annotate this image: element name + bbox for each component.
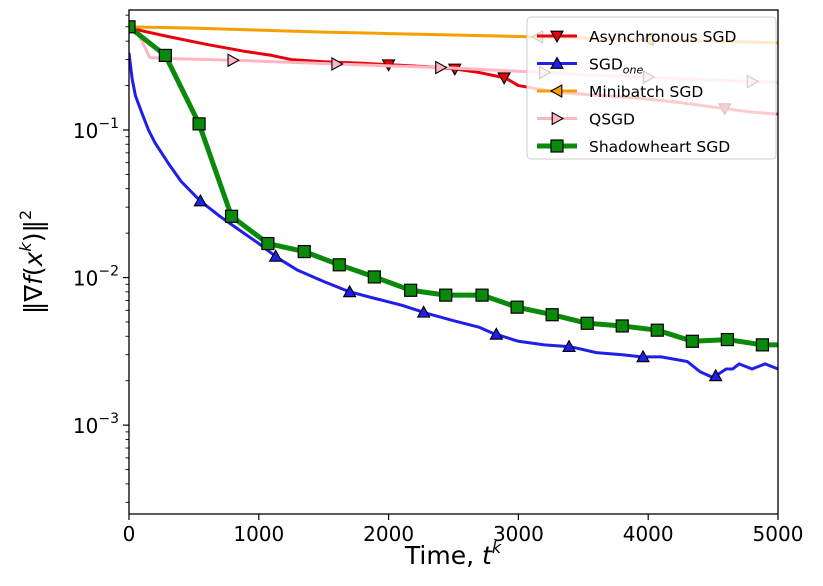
y-tick-label-base-2: 10 — [73, 414, 98, 438]
svg-text:‖∇f(xk)‖2: ‖∇f(xk)‖2 — [16, 210, 48, 314]
legend-marker-1 — [550, 56, 564, 69]
y-tick-label-1: 10−2 — [73, 264, 119, 291]
series-4-marker-1 — [158, 48, 172, 63]
series-4-marker-2 — [192, 117, 206, 131]
legend-label-name-0: Asynchronous SGD — [589, 28, 737, 46]
x-axis-label: Time, tk — [404, 538, 502, 570]
series-4-marker-11 — [510, 300, 524, 314]
x-tick-label-5: 5000 — [753, 522, 804, 546]
series-3-marker-2 — [435, 60, 448, 75]
legend-marker-2 — [549, 84, 563, 98]
series-1-marker-4 — [489, 327, 504, 340]
series-1-marker-5 — [562, 339, 576, 352]
series-4-marker-6 — [332, 258, 346, 272]
series-4-marker-5 — [297, 244, 311, 259]
x-axis: 0 1000 2000 3000 4000 5000 — [123, 514, 804, 546]
series-0-marker-2 — [497, 72, 512, 85]
y-axis: 10−110−210−3 — [73, 14, 129, 503]
y-tick-label-exp-0: −1 — [98, 116, 119, 132]
legend-label-0: Asynchronous SGD — [589, 28, 737, 46]
series-4-marker-3 — [224, 209, 239, 223]
legend-label-name-4: Shadowheart SGD — [589, 138, 730, 156]
y-tick-label-0: 10−1 — [73, 116, 119, 143]
series-4-marker-15 — [650, 323, 664, 337]
series-4-marker-12 — [545, 308, 559, 322]
x-tick-label-0: 0 — [123, 522, 136, 546]
series-1 — [129, 51, 778, 382]
legend-label-name-2: Minibatch SGD — [589, 83, 703, 101]
x-tick-label-4: 4000 — [623, 522, 674, 546]
axes-frame — [128, 9, 779, 515]
series-4-marker-17 — [720, 332, 734, 347]
legend-label-3: QSGD — [589, 111, 635, 129]
y-tick-label-exp-1: −2 — [98, 264, 119, 280]
series-4-marker-10 — [475, 288, 489, 302]
series-1-marker-0 — [193, 193, 208, 207]
series-1-marker-6 — [636, 349, 650, 363]
series-4-marker-16 — [685, 334, 699, 348]
y-tick-label-base-0: 10 — [73, 119, 98, 143]
x-tick-label-1: 1000 — [233, 522, 284, 546]
series-4-marker-7 — [367, 270, 381, 284]
legend: Asynchronous SGD SGDone Minibatch SGD QSGD S… — [526, 16, 777, 160]
legend-label-sub-1: one — [623, 64, 644, 77]
series-4 — [129, 20, 778, 352]
legend-label-name-1: SGD — [589, 56, 623, 74]
x-tick-label-2: 2000 — [363, 522, 414, 546]
x-axis-label-sup: k — [492, 538, 502, 557]
x-tick-label-3: 3000 — [493, 522, 544, 546]
series-4-marker-9 — [439, 288, 453, 302]
series-1-marker-1 — [268, 249, 283, 262]
legend-label-name-3: QSGD — [589, 111, 635, 129]
legend-marker-4 — [550, 139, 564, 153]
x-axis-label-text: Time, — [404, 541, 482, 570]
series-line-1 — [129, 51, 778, 380]
series-1-marker-7 — [708, 368, 723, 382]
legend-box — [526, 16, 777, 160]
series-3-marker-1 — [331, 57, 344, 71]
y-tick-label-base-1: 10 — [73, 267, 98, 291]
series-4-marker-18 — [755, 338, 770, 352]
x-axis-label-var: t — [482, 541, 493, 570]
legend-marker-3 — [551, 111, 565, 126]
y-tick-label-2: 10−3 — [73, 411, 119, 438]
series-1-marker-3 — [416, 305, 431, 318]
legend-marker-0 — [550, 30, 564, 44]
series-4-marker-0 — [129, 20, 136, 34]
series-4-marker-8 — [404, 283, 418, 297]
legend-label-2: Minibatch SGD — [589, 83, 703, 101]
legend-label-4: Shadowheart SGD — [589, 138, 730, 156]
y-axis-label: ‖∇f(xk)‖2 — [16, 210, 48, 314]
y-tick-label-exp-2: −3 — [98, 411, 119, 427]
series-1-marker-2 — [342, 284, 357, 298]
series-4-marker-13 — [580, 316, 594, 330]
series-3-marker-0 — [227, 53, 240, 68]
series-4-marker-4 — [261, 236, 275, 251]
legend-label-1: SGDone — [589, 56, 643, 77]
series-4-marker-14 — [615, 319, 629, 333]
